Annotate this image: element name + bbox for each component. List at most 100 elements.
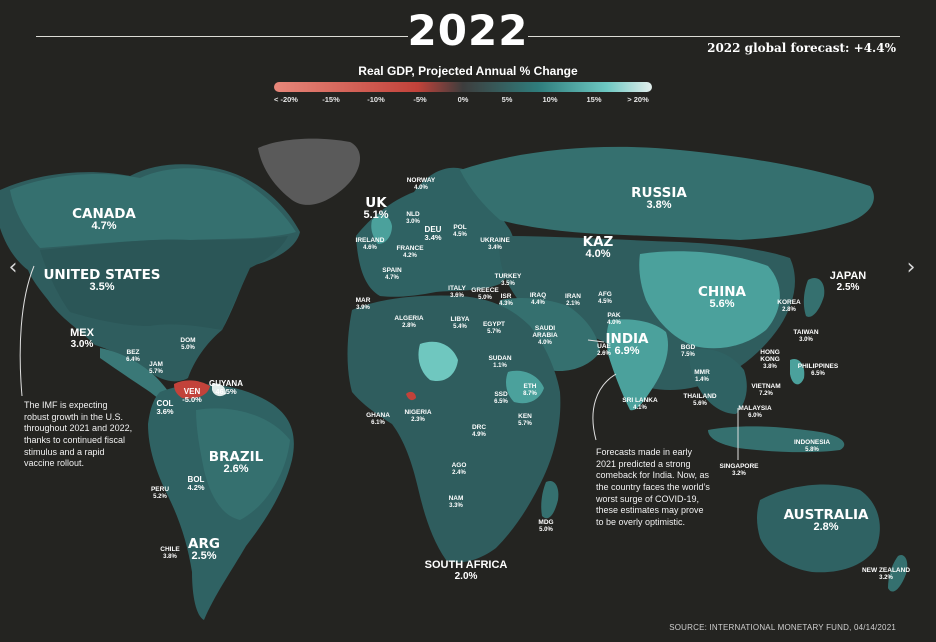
country-label-south-africa: SOUTH AFRICA 2.0% bbox=[424, 559, 508, 582]
country-label-nigeria: NIGERIA 2.3% bbox=[404, 409, 432, 423]
country-label-new-zealand: NEW ZEALAND 3.2% bbox=[861, 567, 911, 581]
chevron-right-icon[interactable]: › bbox=[906, 255, 916, 280]
country-label-thailand: THAILAND 5.6% bbox=[683, 393, 717, 407]
country-label-col: COL 3.6% bbox=[156, 399, 174, 417]
country-label-pol: POL 4.5% bbox=[453, 224, 467, 238]
country-label-guyana: GUYANA 46.5% bbox=[209, 379, 243, 397]
country-label-arg: ARG 2.5% bbox=[188, 536, 220, 563]
country-label-united-states: UNITED STATES 3.5% bbox=[43, 267, 161, 294]
country-label-bgd: BGD 7.5% bbox=[680, 344, 696, 358]
us-annotation: The IMF is expecting robust growth in th… bbox=[24, 400, 133, 469]
ethiopia-region bbox=[506, 370, 544, 404]
country-label-kaz: KAZ 4.0% bbox=[582, 234, 614, 261]
country-label-russia: RUSSIA 3.8% bbox=[631, 185, 687, 212]
new-zealand-landmass bbox=[888, 554, 908, 592]
country-label-korea: KOREA 2.8% bbox=[777, 299, 801, 313]
country-label-uk: UK 5.1% bbox=[363, 195, 389, 222]
country-label-pak: PAK 4.0% bbox=[607, 312, 621, 326]
global-forecast-label: 2022 global forecast: +4.4% bbox=[707, 41, 896, 55]
australia-landmass bbox=[757, 484, 880, 573]
uk-region bbox=[371, 215, 392, 244]
country-label-australia: AUSTRALIA 2.8% bbox=[783, 507, 869, 534]
country-label-singapore: SINGAPORE 3.2% bbox=[719, 463, 759, 477]
legend-tick: -10% bbox=[367, 95, 385, 104]
page-title: 2022 bbox=[407, 6, 529, 55]
country-label-india: INDIA 6.9% bbox=[605, 331, 649, 358]
country-label-dom: DOM 5.0% bbox=[180, 337, 196, 351]
chevron-left-icon[interactable]: ‹ bbox=[8, 255, 18, 280]
country-label-ghana: GHANA 6.1% bbox=[366, 412, 390, 426]
country-label-sudan: SUDAN 1.1% bbox=[488, 355, 512, 369]
country-label-mar: MAR 3.9% bbox=[355, 297, 371, 311]
country-label-japan: JAPAN 2.5% bbox=[829, 270, 867, 293]
legend-tick: > 20% bbox=[627, 95, 649, 104]
country-label-egypt: EGYPT 5.7% bbox=[482, 321, 506, 335]
country-label-france: FRANCE 4.2% bbox=[396, 245, 424, 259]
brazil-region bbox=[196, 408, 290, 520]
country-label-hong-kong: HONG KONG 3.8% bbox=[760, 349, 780, 370]
country-label-ven: VEN -5.0% bbox=[182, 387, 202, 405]
country-label-drc: DRC 4.9% bbox=[471, 424, 487, 438]
us-note-leader-line bbox=[19, 265, 35, 397]
country-label-uae: UAE 2.6% bbox=[597, 343, 611, 357]
country-label-nam: NAM 3.3% bbox=[448, 495, 464, 509]
legend-tick: 0% bbox=[457, 95, 469, 104]
guyana-region bbox=[212, 383, 226, 397]
japan-landmass bbox=[803, 277, 825, 317]
country-label-iran: IRAN 2.1% bbox=[565, 293, 581, 307]
country-label-ken: KEN 5.7% bbox=[518, 413, 532, 427]
source-credit: SOURCE: INTERNATIONAL MONETARY FUND, 04/… bbox=[669, 623, 896, 632]
country-label-turkey: TURKEY 3.5% bbox=[494, 273, 522, 287]
country-label-indonesia: INDONESIA 5.8% bbox=[793, 439, 831, 453]
country-label-algeria: ALGERIA 2.8% bbox=[394, 315, 424, 329]
country-label-china: CHINA 5.6% bbox=[698, 284, 746, 311]
india-annotation: Forecasts made in early 2021 predicted a… bbox=[596, 447, 710, 528]
country-label-jam: JAM 5.7% bbox=[149, 361, 163, 375]
country-label-philippines: PHILIPPINES 6.5% bbox=[797, 363, 839, 377]
country-label-malaysia: MALAYSIA 6.0% bbox=[738, 405, 772, 419]
venezuela-region bbox=[174, 380, 210, 399]
country-label-bol: BOL 4.2% bbox=[187, 475, 205, 493]
uae-leader-line bbox=[587, 339, 605, 343]
country-label-mex: MEX 3.0% bbox=[70, 327, 94, 350]
color-scale-bar bbox=[274, 82, 652, 92]
country-label-ukraine: UKRAINE 3.4% bbox=[480, 237, 510, 251]
country-label-afg: AFG 4.5% bbox=[598, 291, 612, 305]
country-label-sri-lanka: SRI LANKA 4.1% bbox=[622, 397, 658, 411]
india-note-leader-line bbox=[592, 373, 617, 441]
country-label-ireland: IRELAND 4.6% bbox=[355, 237, 385, 251]
us-region bbox=[40, 236, 288, 330]
country-label-ssd: SSD 6.5% bbox=[494, 391, 508, 405]
header-rule-left bbox=[36, 36, 408, 37]
country-label-mdg: MDG 5.0% bbox=[538, 519, 554, 533]
southeast-asia-landmass bbox=[689, 348, 747, 414]
country-label-saudi-arabia: SAUDI ARABIA 4.0% bbox=[532, 325, 558, 346]
legend-tick: -15% bbox=[322, 95, 340, 104]
india-region bbox=[606, 319, 669, 411]
africa-landmass bbox=[347, 295, 561, 563]
china-region bbox=[639, 251, 780, 349]
russia-landmass bbox=[460, 146, 874, 240]
country-label-peru: PERU 5.2% bbox=[150, 486, 170, 500]
country-label-nld: NLD 3.0% bbox=[406, 211, 420, 225]
legend-tick: 5% bbox=[501, 95, 513, 104]
country-label-vietnam: VIETNAM 7.2% bbox=[751, 383, 781, 397]
legend-tick: 10% bbox=[542, 95, 558, 104]
country-label-greece: GREECE 5.0% bbox=[471, 287, 499, 301]
country-label-eth: ETH 8.7% bbox=[523, 383, 537, 397]
country-label-norway: NORWAY 4.0% bbox=[406, 177, 436, 191]
legend-tick: 15% bbox=[586, 95, 602, 104]
country-label-bez: BEZ 6.4% bbox=[126, 349, 140, 363]
country-label-iraq: IRAQ 4.4% bbox=[529, 292, 547, 306]
madagascar-landmass bbox=[541, 480, 559, 519]
niger-chad-region bbox=[418, 341, 458, 382]
country-label-brazil: BRAZIL 2.6% bbox=[208, 449, 264, 476]
country-label-deu: DEU 3.4% bbox=[424, 225, 442, 243]
legend-tick: -5% bbox=[413, 95, 427, 104]
country-label-isr: ISR 4.3% bbox=[499, 293, 513, 307]
canada-region bbox=[10, 168, 296, 248]
country-label-taiwan: TAIWAN 3.0% bbox=[793, 329, 819, 343]
philippines-landmass bbox=[790, 358, 805, 385]
country-label-mmr: MMR 1.4% bbox=[694, 369, 710, 383]
